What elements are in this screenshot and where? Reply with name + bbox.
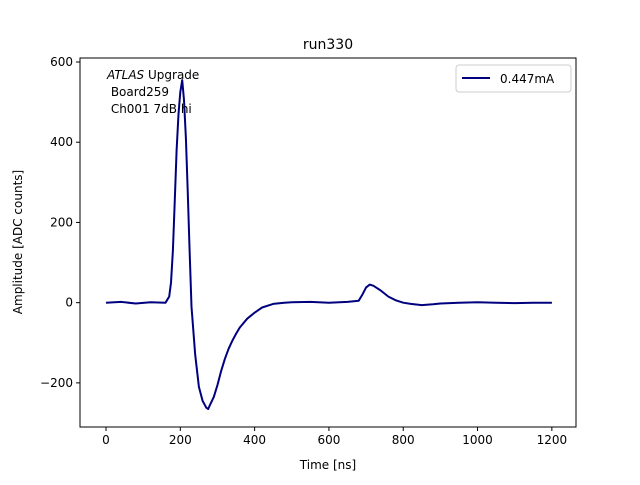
x-tick-label: 1200: [537, 433, 568, 447]
chart-title: run330: [303, 37, 353, 53]
y-tick-label: 0: [65, 296, 73, 310]
annotation-line-2: Board259: [107, 85, 169, 99]
x-tick-label: 1000: [462, 433, 493, 447]
plot-frame: [79, 57, 577, 428]
y-tick-label: 600: [50, 55, 73, 69]
x-tick-label: 400: [243, 433, 266, 447]
y-tick-label: 200: [50, 215, 73, 229]
plot-area: [105, 79, 552, 410]
series-line-0: [105, 79, 552, 410]
y-axis-label: Amplitude [ADC counts]: [11, 170, 25, 314]
y-tick-label: 400: [50, 135, 73, 149]
x-tick-label: 0: [102, 433, 110, 447]
x-axis-label: Time [ns]: [299, 458, 356, 472]
x-tick-label: 600: [317, 433, 340, 447]
x-tick-label: 800: [392, 433, 415, 447]
y-tick-label: −200: [40, 376, 73, 390]
x-axis-ticks: 0 200 400 600 800 1000 1200: [102, 427, 567, 447]
legend: 0.447mA: [455, 64, 572, 93]
legend-box: [455, 64, 572, 93]
annotation-line-1: ATLAS Upgrade: [106, 68, 199, 82]
legend-label: 0.447mA: [500, 72, 555, 86]
x-tick-label: 200: [169, 433, 192, 447]
annotation-line-3: Ch001 7dB hi: [107, 102, 192, 116]
y-axis-ticks: −200 0 200 400 600: [40, 55, 80, 390]
annotation: ATLAS Upgrade Board259 Ch001 7dB hi: [106, 68, 199, 116]
annotation-upgrade: Upgrade: [144, 68, 199, 82]
annotation-atlas: ATLAS: [106, 68, 145, 82]
